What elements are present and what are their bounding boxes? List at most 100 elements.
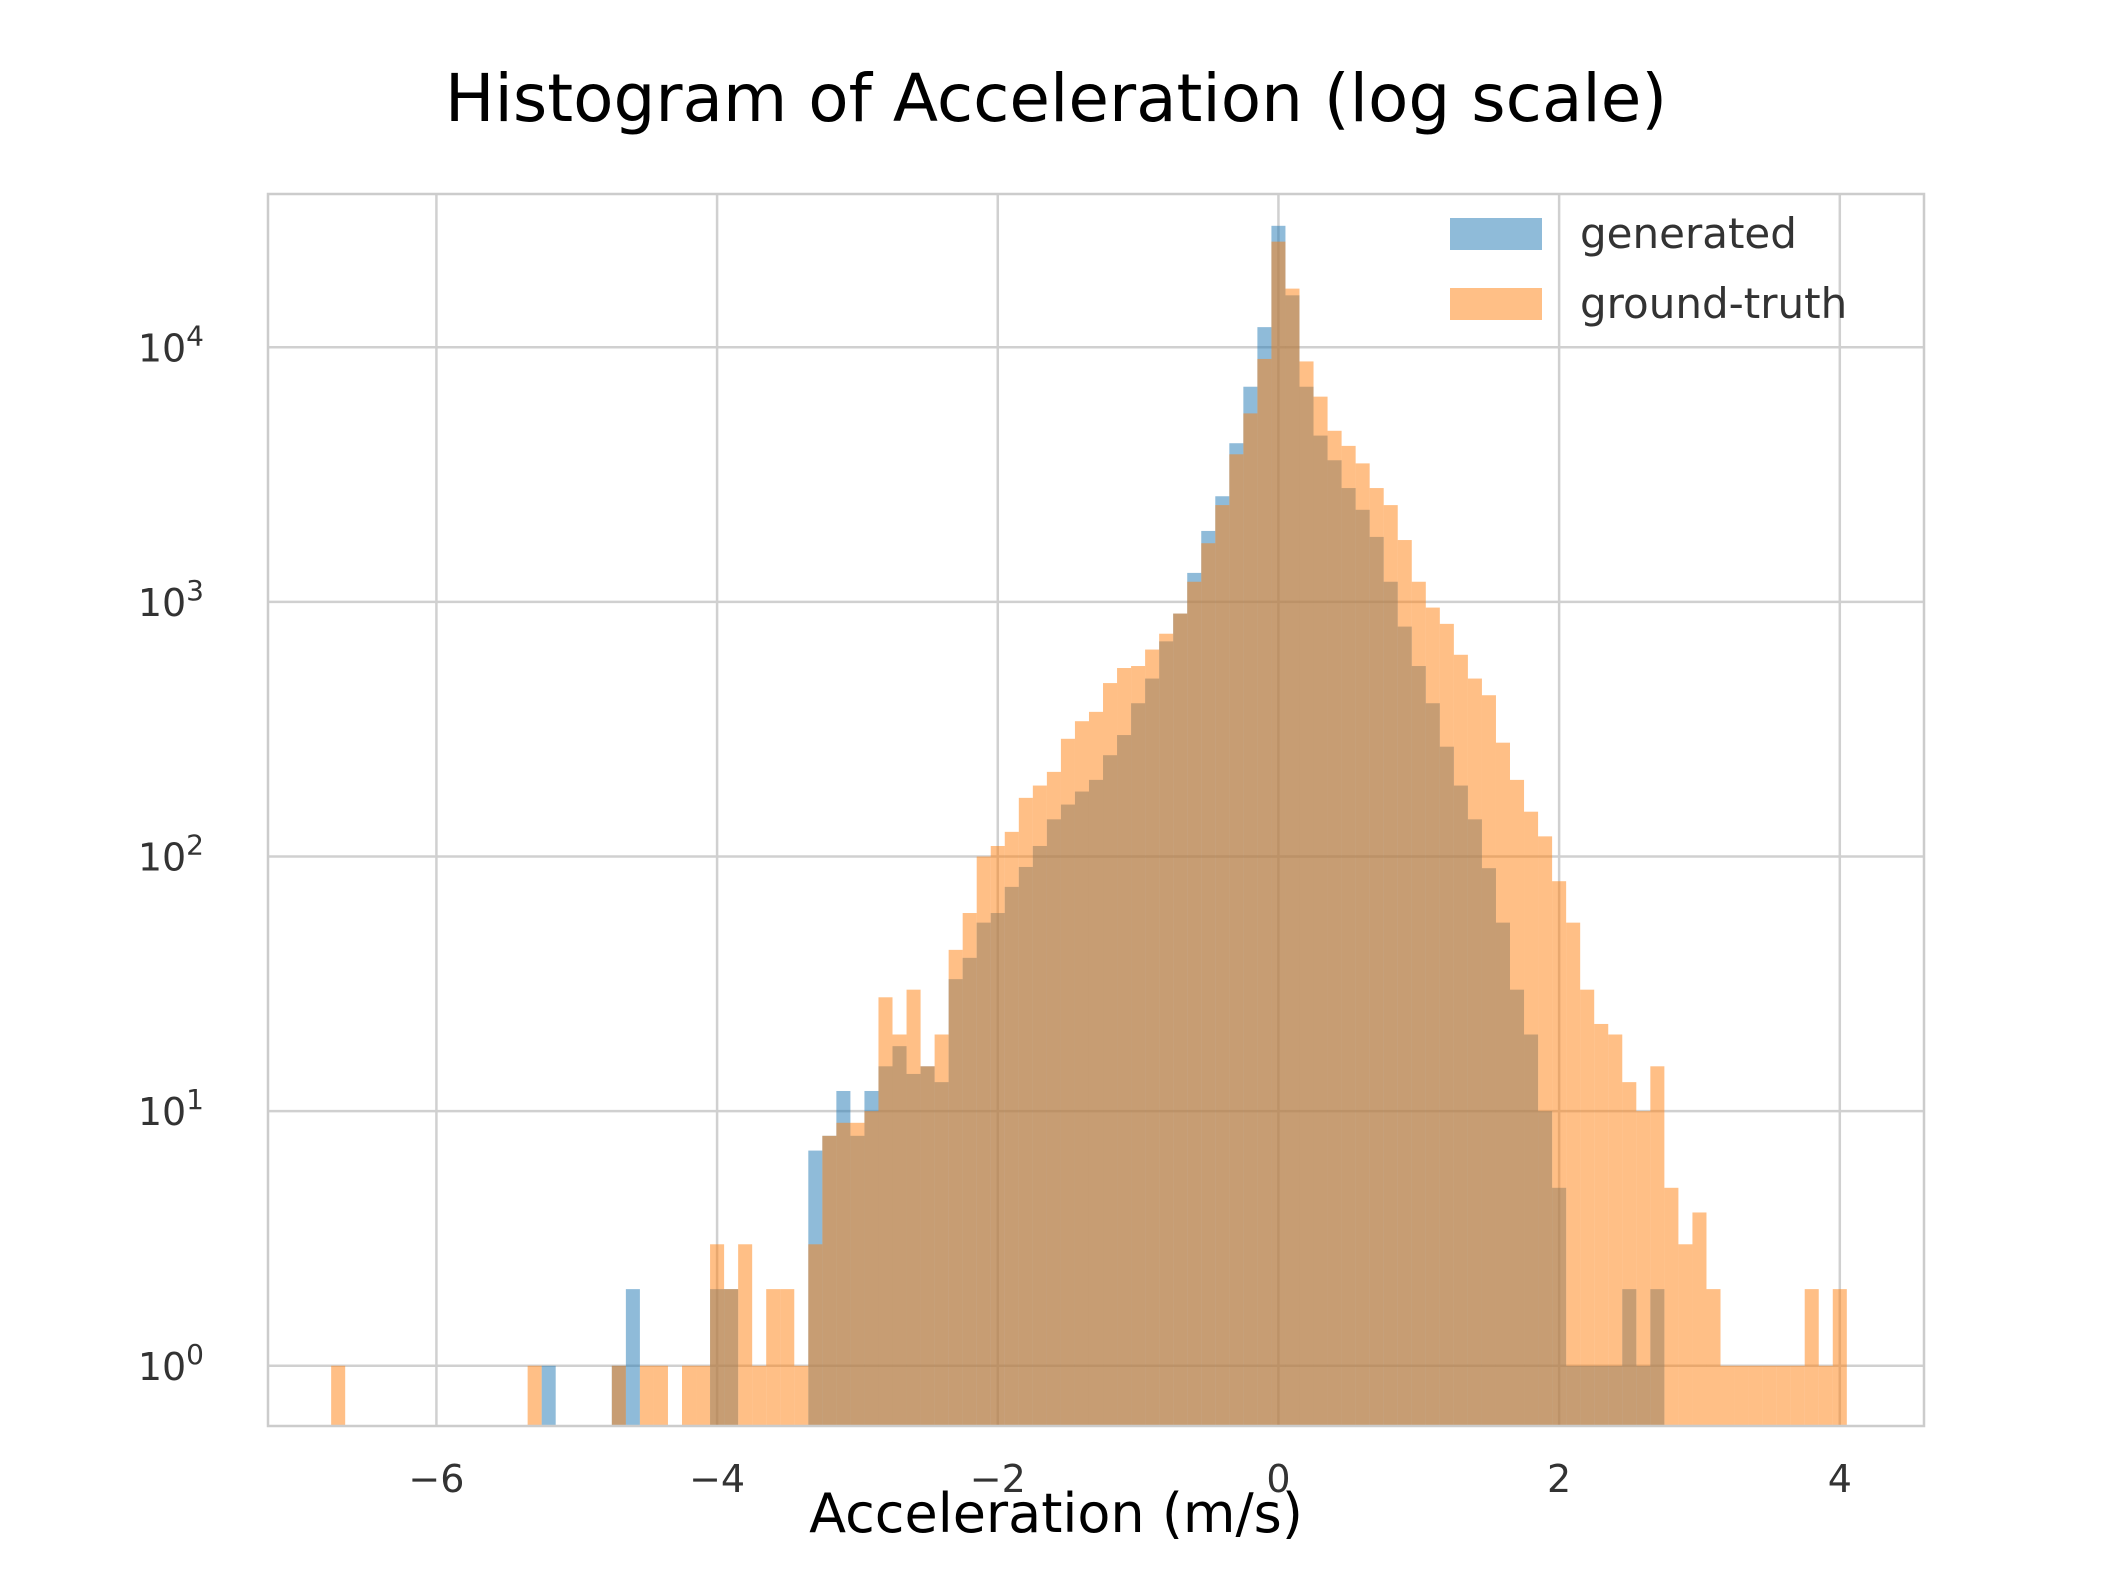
bar-ground-truth [1580,989,1595,1426]
bar-ground-truth [1524,811,1539,1426]
bar-ground-truth [1495,742,1510,1426]
bar-generated [541,1365,556,1426]
bar-ground-truth [1566,922,1581,1426]
bar-ground-truth [1790,1365,1805,1426]
bar-ground-truth [1720,1365,1735,1426]
bar-ground-truth [1215,505,1230,1426]
bar-ground-truth [527,1365,542,1426]
bar-ground-truth [850,1122,865,1426]
bar-ground-truth [1636,1111,1651,1426]
bar-ground-truth [1327,430,1342,1426]
bar-ground-truth [1341,445,1356,1426]
bar-ground-truth [794,1365,809,1426]
bar-ground-truth [696,1365,711,1426]
x-axis-label: Acceleration (m/s) [809,1482,1303,1545]
y-tick-label: 104 [138,319,204,370]
bar-ground-truth [682,1365,697,1426]
bar-ground-truth [752,1365,767,1426]
bar-generated [625,1289,640,1426]
bar-ground-truth [639,1365,654,1426]
bar-ground-truth [920,1066,935,1426]
legend-label-generated: generated [1580,209,1797,258]
bar-ground-truth [962,913,977,1426]
bar-ground-truth [1060,738,1075,1426]
bar-ground-truth [1313,396,1328,1427]
bar-ground-truth [808,1244,823,1426]
bar-ground-truth [1664,1187,1679,1426]
bar-ground-truth [1481,695,1496,1426]
bar-ground-truth [1088,711,1104,1426]
bar-ground-truth [864,1111,879,1426]
bar-ground-truth [1650,1066,1665,1426]
bar-ground-truth [1748,1365,1763,1426]
bar-ground-truth [1285,288,1300,1426]
bar-ground-truth [331,1365,346,1426]
bar-ground-truth [1299,361,1314,1426]
bar-ground-truth [1832,1289,1847,1426]
x-tick-label: −6 [408,1457,464,1501]
bar-ground-truth [1032,785,1047,1426]
bar-ground-truth [1552,881,1567,1426]
bar-ground-truth [1425,607,1440,1426]
bar-ground-truth [1678,1244,1693,1426]
x-tick-label: 0 [1266,1457,1290,1501]
bar-ground-truth [724,1289,739,1426]
bar-ground-truth [1369,488,1384,1426]
bar-ground-truth [1131,666,1146,1426]
y-tick-label: 103 [138,574,204,625]
bar-ground-truth [611,1365,626,1426]
y-tick-label: 102 [138,829,204,880]
bar-ground-truth [1145,649,1160,1426]
x-tick-label: 4 [1828,1457,1852,1501]
bar-ground-truth [1453,654,1468,1426]
grid [268,194,1924,1426]
bar-ground-truth [906,989,921,1426]
bar-ground-truth [1257,358,1272,1427]
bar-ground-truth [1467,678,1482,1426]
bar-ground-truth [780,1289,795,1426]
bar-ground-truth [878,997,893,1426]
bar-ground-truth [948,949,963,1426]
legend-label-ground-truth: ground-truth [1580,279,1847,328]
bar-ground-truth [1103,683,1118,1426]
bar-ground-truth [822,1135,837,1426]
bar-ground-truth [892,1034,907,1426]
bar-ground-truth [1538,836,1553,1426]
bar-ground-truth [1159,633,1174,1426]
bar-ground-truth [1734,1365,1749,1426]
x-tick-label: −2 [970,1457,1026,1501]
x-tick-label: 2 [1547,1457,1571,1501]
bar-ground-truth [1692,1212,1707,1426]
bar-ground-truth [1397,540,1412,1426]
bar-ground-truth [1706,1289,1721,1426]
bar-ground-truth [1776,1365,1791,1426]
chart-title: Histogram of Acceleration (log scale) [444,60,1668,137]
bar-ground-truth [1187,581,1202,1426]
bar-ground-truth [1271,241,1286,1427]
bar-ground-truth [1804,1289,1819,1426]
bar-ground-truth [1439,623,1454,1426]
bar-ground-truth [1762,1365,1777,1426]
bar-ground-truth [1074,721,1089,1426]
bar-ground-truth [1510,779,1525,1426]
bar-ground-truth [934,1034,949,1426]
legend-swatch-generated [1450,218,1542,250]
bar-ground-truth [836,1122,851,1426]
bar-ground-truth [653,1365,668,1426]
bar-ground-truth [1608,1034,1623,1426]
bar-ground-truth [1173,613,1188,1426]
bar-ground-truth [990,845,1005,1426]
bar-ground-truth [1818,1365,1833,1426]
bar-ground-truth [738,1244,753,1426]
bar-ground-truth [1201,543,1216,1426]
bar-ground-truth [1117,668,1132,1426]
legend-swatch-ground-truth [1450,288,1542,320]
plot-frame [266,192,1926,1428]
bar-ground-truth [1383,505,1398,1426]
y-tick-label: 100 [138,1338,204,1389]
bar-ground-truth [1018,797,1033,1426]
x-tick-label: −4 [689,1457,745,1501]
legend: generated ground-truth [1450,209,1847,328]
